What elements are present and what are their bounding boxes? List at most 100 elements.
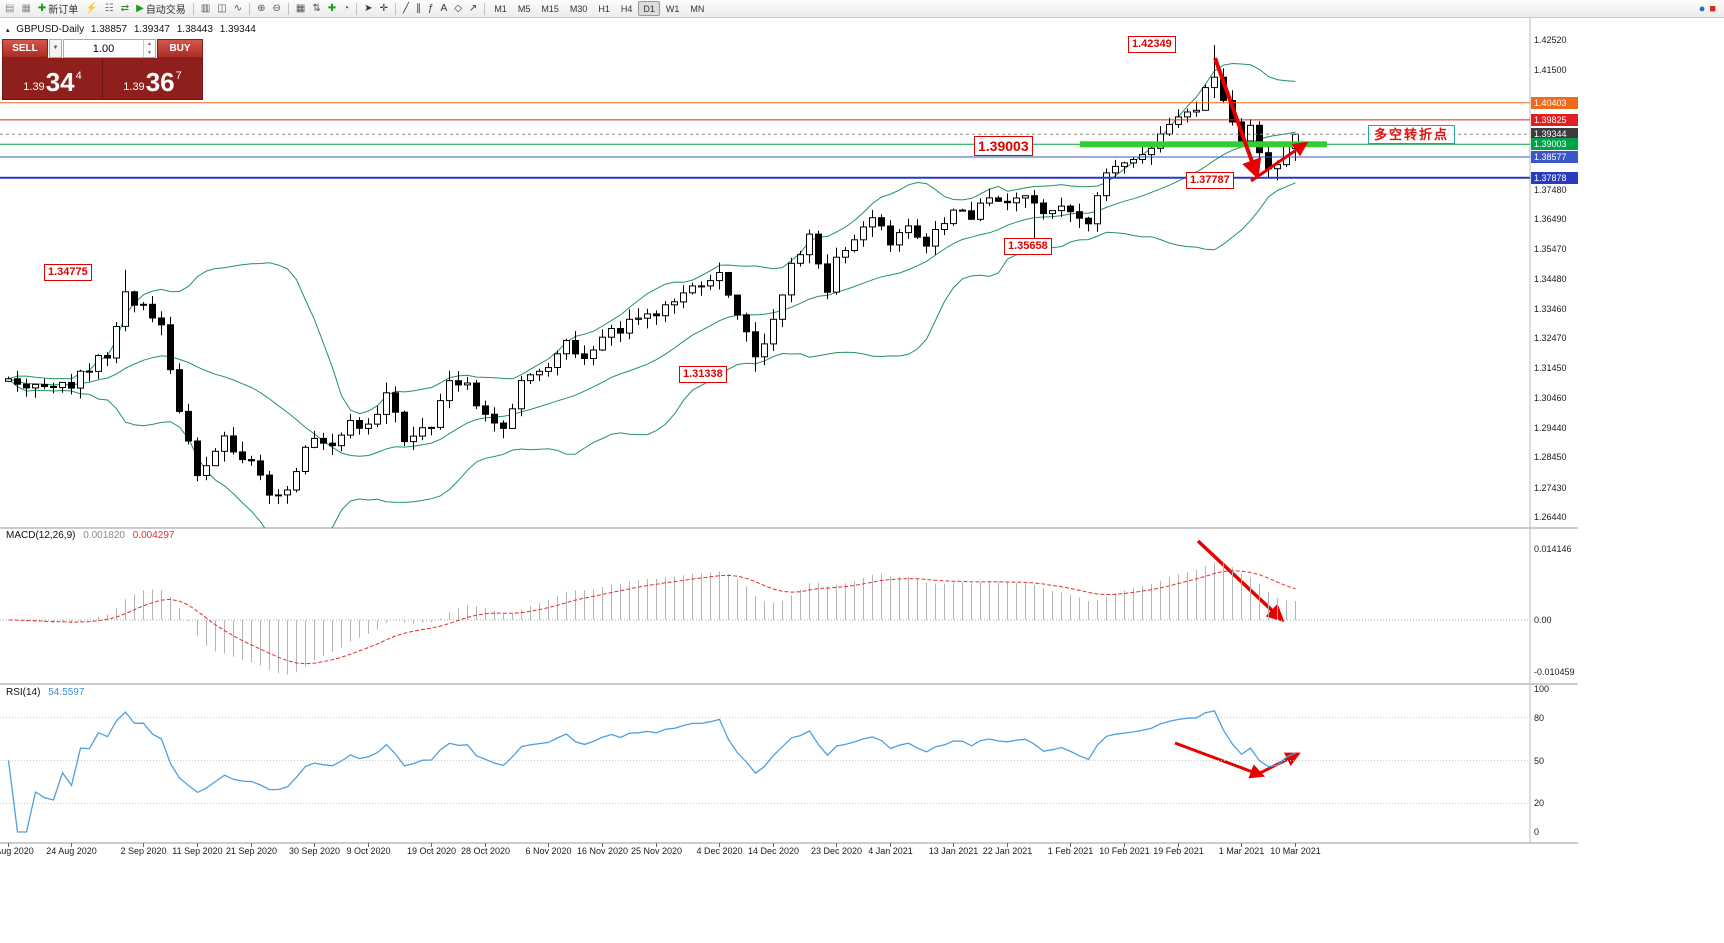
timeframe-m5[interactable]: M5 (517, 4, 531, 14)
trade-prices-row: 1.39 34 4 1.39 36 7 (2, 58, 203, 100)
charts-window-icon[interactable]: ▦ (18, 1, 33, 17)
macd-value2: 0.004297 (132, 530, 175, 541)
trendline-icon[interactable]: ╱ (400, 1, 412, 17)
chart-title: ▴ GBPUSD-Daily 1.38857 1.39347 1.38443 1… (6, 24, 260, 35)
toolbar: ▤ ▦ ✚ 新订单 ⚡ ☷ ⇄ ▶ 自动交易 ▥ ◫ ∿ ⊕ ⊖ ▦ ⇅ ✚ ◔ ➤ ✛ ╱ ∥ ƒ A ◇ ↗ M1 M5 M15 M3… (0, 0, 1724, 18)
shapes-icon-glyph: ◇ (454, 2, 462, 14)
new-order-button-label: 新订单 (48, 5, 79, 16)
cursor-icon[interactable]: ➤ (361, 1, 375, 17)
auto-arrange-icon[interactable]: ⇅ (309, 1, 323, 17)
toolbar-separator (249, 2, 251, 15)
toolbar-separator (394, 2, 396, 15)
bar-chart-icon-glyph: ▥ (200, 2, 211, 14)
market-icon[interactable]: ■ (1709, 2, 1716, 15)
refresh-icon-glyph: ⇄ (120, 2, 130, 14)
market-depth-icon-glyph: ☷ (104, 2, 114, 14)
zoom-in-icon[interactable]: ⊕ (254, 1, 268, 17)
arrow-tool-icon[interactable]: ↗ (466, 1, 480, 17)
crosshair-icon-glyph: ✛ (379, 2, 388, 14)
volume-spinner[interactable]: ▲ ▼ (143, 40, 155, 57)
crosshair-icon[interactable]: ✛ (377, 1, 391, 17)
ohlc-close: 1.39344 (219, 24, 256, 35)
channel-icon-glyph: ∥ (415, 2, 421, 14)
macd-name: MACD(12,26,9) (6, 530, 76, 541)
market-depth-icon[interactable]: ☷ (102, 1, 117, 17)
autotrading-button-label: 自动交易 (145, 5, 186, 16)
timeframe-m30[interactable]: M30 (569, 4, 588, 14)
timeframe-w1[interactable]: W1 (665, 4, 680, 14)
bar-chart-icon[interactable]: ▥ (198, 1, 213, 17)
candlestick-chart-icon[interactable]: ◫ (214, 1, 229, 17)
ohlc-open: 1.38857 (90, 24, 128, 35)
macd-label: MACD(12,26,9) 0.001820 0.004297 (6, 530, 179, 541)
sell-price-small: 1.39 (23, 81, 45, 93)
sell-price[interactable]: 1.39 34 4 (3, 58, 103, 99)
refresh-icon[interactable]: ⇄ (118, 1, 132, 17)
new-order-button[interactable]: ✚ 新订单 (35, 1, 81, 17)
timeframe-m15[interactable]: M15 (541, 4, 559, 14)
periods-icon-glyph: ◔ (343, 2, 350, 14)
text-tool-icon[interactable]: A (438, 1, 451, 17)
toolbar-separator (484, 2, 486, 15)
line-chart-icon[interactable]: ∿ (231, 1, 245, 17)
toolbar-separator (356, 2, 358, 15)
one-click-icon-glyph: ⚡ (85, 2, 98, 14)
spin-down-icon[interactable]: ▼ (147, 49, 152, 56)
rsi-label: RSI(14) 54.5597 (6, 687, 89, 698)
indicators-icon[interactable]: ✚ (325, 1, 339, 17)
ohlc-low: 1.38443 (176, 24, 213, 35)
new-order-glyph: ✚ (37, 2, 47, 14)
periods-icon[interactable]: ◔ (340, 1, 352, 17)
timeframe-m1[interactable]: M1 (494, 4, 507, 14)
macd-value1: 0.001820 (83, 530, 125, 541)
rsi-value: 54.5597 (48, 687, 85, 698)
fibonacci-icon-glyph: ƒ (427, 2, 434, 14)
text-tool-icon-glyph: A (440, 2, 448, 14)
trendline-icon-glyph: ╱ (402, 2, 409, 14)
channel-icon[interactable]: ∥ (413, 1, 424, 17)
zoom-out-icon-glyph: ⊖ (272, 2, 281, 14)
profile-icon[interactable]: ▤ (2, 1, 17, 17)
trade-controls-row: SELL ▼ ▲ ▼ BUY (2, 39, 203, 58)
order-options-dropdown[interactable]: ▼ (49, 39, 62, 58)
zoom-out-icon[interactable]: ⊖ (270, 1, 284, 17)
indicators-icon-glyph: ✚ (327, 2, 337, 14)
zoom-in-icon-glyph: ⊕ (257, 2, 266, 14)
candlestick-chart-icon-glyph: ◫ (217, 2, 227, 14)
profile-icon-glyph: ▤ (5, 2, 15, 14)
volume-control: ▲ ▼ (63, 39, 156, 58)
cursor-icon-glyph: ➤ (364, 2, 373, 14)
autotrading-button[interactable]: ▶ 自动交易 (133, 1, 189, 17)
timeframe-mn[interactable]: MN (690, 4, 705, 14)
sell-price-pip: 4 (75, 70, 82, 82)
arrow-tool-icon-glyph: ↗ (468, 2, 478, 14)
spin-up-icon[interactable]: ▲ (147, 41, 152, 47)
timeframe-h1[interactable]: H1 (598, 4, 610, 14)
toolbar-separator (192, 2, 194, 15)
toolbar-separator (287, 2, 289, 15)
symbol-name: GBPUSD-Daily (16, 24, 85, 35)
tile-windows-icon[interactable]: ▦ (293, 1, 308, 17)
charts-window-icon-glyph: ▦ (21, 2, 31, 14)
collapse-icon[interactable]: ▴ (6, 27, 10, 34)
community-icon[interactable]: ● (1698, 2, 1706, 15)
shapes-icon[interactable]: ◇ (451, 1, 465, 17)
chart-canvas[interactable] (0, 18, 1578, 864)
timeframe-h4[interactable]: H4 (620, 4, 633, 14)
autotrading-glyph: ▶ (136, 2, 144, 14)
fibonacci-icon[interactable]: ƒ (425, 1, 437, 17)
ohlc-high: 1.39347 (133, 24, 170, 35)
toolbar-right: ● ■ (1699, 3, 1722, 15)
buy-price-small: 1.39 (123, 81, 145, 93)
one-click-icon[interactable]: ⚡ (82, 1, 100, 17)
line-chart-icon-glyph: ∿ (233, 2, 243, 14)
rsi-name: RSI(14) (6, 687, 41, 698)
buy-price[interactable]: 1.39 36 7 (103, 58, 202, 99)
sell-price-big: 34 (45, 67, 75, 97)
timeframe-d1[interactable]: D1 (638, 1, 660, 16)
buy-button[interactable]: BUY (157, 39, 203, 58)
sell-button[interactable]: SELL (2, 39, 48, 58)
auto-arrange-icon-glyph: ⇅ (312, 2, 321, 14)
volume-input[interactable] (64, 40, 143, 57)
buy-price-big: 36 (145, 67, 175, 97)
